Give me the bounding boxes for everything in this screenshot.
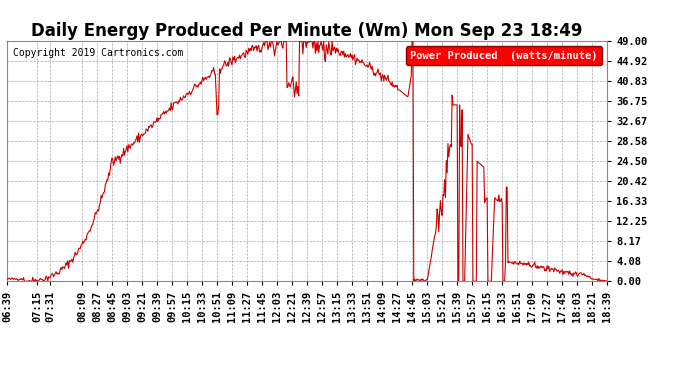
- Legend: Power Produced  (watts/minute): Power Produced (watts/minute): [406, 46, 602, 65]
- Text: Copyright 2019 Cartronics.com: Copyright 2019 Cartronics.com: [13, 48, 184, 58]
- Title: Daily Energy Produced Per Minute (Wm) Mon Sep 23 18:49: Daily Energy Produced Per Minute (Wm) Mo…: [31, 22, 583, 40]
